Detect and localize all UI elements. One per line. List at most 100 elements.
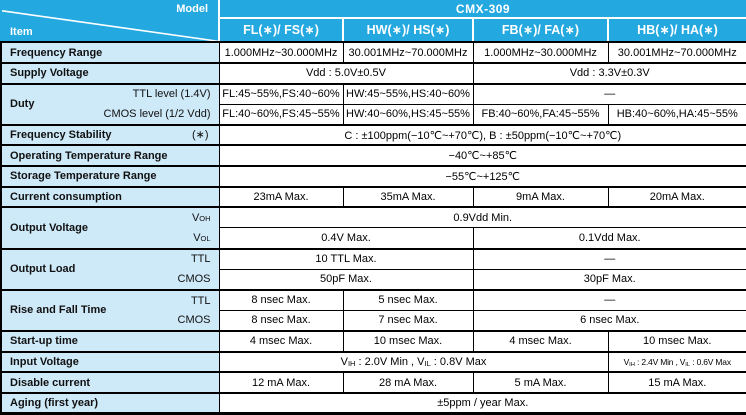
aging-value: ±5ppm / year Max. bbox=[218, 391, 746, 414]
duty-cmos-fb-fa: FB:40~60%,FA:45~55% bbox=[472, 103, 609, 126]
duty-ttl-fb-hb-dash: — bbox=[472, 82, 746, 105]
vol-value-5v: 0.4V Max. bbox=[218, 227, 474, 249]
column-header-fl-fs: FL(∗)/ FS(∗) bbox=[218, 16, 344, 44]
rise-fall-ttl-dash: — bbox=[472, 288, 746, 311]
startup-time-hw-hs: 10 msec Max. bbox=[342, 330, 474, 353]
row-aging: Aging (first year) ±5ppm / year Max. bbox=[0, 391, 746, 414]
frequency-range-label: Frequency Range bbox=[0, 41, 220, 64]
row-frequency-range: Frequency Range 1.000MHz~30.000MHz 30.00… bbox=[0, 41, 746, 64]
duty-ttl-sublabel: TTL level (1.4V) bbox=[132, 88, 211, 101]
disable-current-fl-fs: 12 mA Max. bbox=[218, 371, 344, 394]
startup-time-hb-ha: 10 msec Max. bbox=[607, 330, 746, 353]
rise-fall-cmos-sublabel: CMOS bbox=[177, 314, 211, 327]
duty-cmos-fl-fs: FL:40~60%,FS:45~55% bbox=[218, 103, 344, 126]
frequency-stability-value: C : ±100ppm(−10℃~+70℃), B : ±50ppm(−10℃~… bbox=[218, 123, 746, 146]
supply-voltage-label: Supply Voltage bbox=[0, 61, 220, 84]
column-header-hb-ha: HB(∗)/ HA(∗) bbox=[607, 16, 746, 44]
vol-value-3v3: 0.1Vdd Max. bbox=[472, 227, 746, 249]
output-load-cmos-sublabel: CMOS bbox=[177, 272, 211, 285]
row-startup-time: Start-up time 4 msec Max. 10 msec Max. 4… bbox=[0, 330, 746, 353]
duty-ttl-hw-hs: HW:45~55%,HS:40~60% bbox=[342, 82, 474, 105]
diagonal-divider bbox=[3, 10, 217, 41]
output-load-ttl-value: 10 TTL Max. bbox=[218, 247, 474, 270]
item-label: Item bbox=[10, 26, 33, 39]
header-row-series: FL(∗)/ FS(∗) HW(∗)/ HS(∗) FB(∗)/ FA(∗) H… bbox=[1, 16, 746, 44]
output-load-label-cell: Output Load TTL CMOS bbox=[0, 247, 220, 291]
row-rise-fall-ttl: Rise and Fall Time TTL CMOS 8 nsec Max. … bbox=[0, 288, 746, 332]
rise-fall-label: Rise and Fall Time bbox=[10, 304, 107, 317]
operating-temperature-value: −40℃~+85℃ bbox=[218, 144, 746, 167]
output-load-ttl-dash: — bbox=[472, 247, 746, 270]
row-output-load-cmos: 50pF Max. 30pF Max. bbox=[1, 268, 746, 291]
output-voltage-label: Output Voltage bbox=[10, 221, 89, 234]
rise-fall-ttl-sublabel: TTL bbox=[190, 294, 211, 307]
output-load-ttl-sublabel: TTL bbox=[190, 253, 211, 266]
rise-fall-cmos-fb-hb: 6 nsec Max. bbox=[472, 309, 746, 332]
duty-label: Duty bbox=[10, 98, 35, 111]
row-output-load-ttl: Output Load TTL CMOS 10 TTL Max. — bbox=[0, 247, 746, 291]
supply-voltage-5v: Vdd : 5.0V±0.5V bbox=[218, 61, 474, 84]
voh-sublabel: V OH bbox=[191, 212, 211, 225]
disable-current-fb-fa: 5 mA Max. bbox=[472, 371, 609, 394]
vol-sublabel: V OL bbox=[193, 231, 211, 244]
current-consumption-hw-hs: 35mA Max. bbox=[342, 185, 474, 208]
rise-fall-ttl-fl-fs: 8 nsec Max. bbox=[218, 288, 344, 311]
disable-current-hw-hs: 28 mA Max. bbox=[342, 371, 474, 394]
row-disable-current: Disable current 12 mA Max. 28 mA Max. 5 … bbox=[0, 371, 746, 394]
column-header-hw-hs: HW(∗)/ HS(∗) bbox=[342, 16, 474, 44]
disable-current-label: Disable current bbox=[0, 371, 220, 394]
frequency-stability-marker: (∗) bbox=[191, 129, 209, 142]
rise-fall-ttl-hw-hs: 5 nsec Max. bbox=[342, 288, 474, 311]
frequency-range-fb-fa: 1.000MHz~30.000MHz bbox=[472, 41, 609, 64]
duty-label-cell: Duty TTL level (1.4V) CMOS level (1/2 Vd… bbox=[0, 82, 220, 126]
column-header-fb-fa: FB(∗)/ FA(∗) bbox=[472, 16, 609, 44]
startup-time-fb-fa: 4 msec Max. bbox=[472, 330, 609, 353]
disable-current-hb-ha: 15 mA Max. bbox=[607, 371, 746, 394]
storage-temperature-value: −55℃~+125℃ bbox=[218, 165, 746, 188]
output-load-label: Output Load bbox=[10, 263, 76, 276]
rise-fall-label-cell: Rise and Fall Time TTL CMOS bbox=[0, 288, 220, 332]
supply-voltage-3v3: Vdd : 3.3V±0.3V bbox=[472, 61, 746, 84]
row-supply-voltage: Supply Voltage Vdd : 5.0V±0.5V Vdd : 3.3… bbox=[0, 61, 746, 84]
row-input-voltage: Input Voltage VIH : 2.0V Min , VIL : 0.8… bbox=[0, 350, 746, 373]
model-label: Model bbox=[176, 3, 208, 15]
row-operating-temperature: Operating Temperature Range −40℃~+85℃ bbox=[0, 144, 746, 167]
output-load-cmos-50pf: 50pF Max. bbox=[218, 268, 474, 291]
output-voltage-label-cell: Output Voltage V OH V OL bbox=[0, 206, 220, 250]
duty-ttl-fl-fs: FL:45~55%,FS:40~60% bbox=[218, 82, 344, 105]
frequency-stability-label: Frequency Stability bbox=[10, 129, 112, 142]
operating-temperature-label: Operating Temperature Range bbox=[0, 144, 220, 167]
current-consumption-fl-fs: 23mA Max. bbox=[218, 185, 344, 208]
duty-cmos-hw-hs: HW:40~60%,HS:45~55% bbox=[342, 103, 474, 126]
frequency-stability-label-cell: Frequency Stability (∗) bbox=[0, 123, 220, 146]
startup-time-fl-fs: 4 msec Max. bbox=[218, 330, 344, 353]
rise-fall-cmos-hw-hs: 7 nsec Max. bbox=[342, 309, 474, 332]
voh-value: 0.9Vdd Min. bbox=[218, 206, 746, 229]
row-output-voltage-voh: Output Voltage V OH V OL 0.9Vdd Min. bbox=[0, 206, 746, 250]
input-voltage-label: Input Voltage bbox=[0, 350, 220, 373]
header-row-model: Model Item CMX-309 bbox=[0, 0, 746, 44]
row-duty-ttl: Duty TTL level (1.4V) CMOS level (1/2 Vd… bbox=[0, 82, 746, 126]
duty-cmos-hb-ha: HB:40~60%,HA:45~55% bbox=[607, 103, 746, 126]
input-voltage-hb-ha: VIH : 2.4V Min , VIL : 0.6V Max bbox=[607, 350, 746, 373]
frequency-range-hw-hs: 30.001MHz~70.000MHz bbox=[342, 41, 474, 64]
row-frequency-stability: Frequency Stability (∗) C : ±100ppm(−10℃… bbox=[0, 123, 746, 146]
input-voltage-ttl-levels: VIH : 2.0V Min , VIL : 0.8V Max bbox=[218, 350, 609, 373]
current-consumption-hb-ha: 20mA Max. bbox=[607, 185, 746, 208]
row-current-consumption: Current consumption 23mA Max. 35mA Max. … bbox=[0, 185, 746, 208]
startup-time-label: Start-up time bbox=[0, 330, 220, 353]
rise-fall-cmos-fl-fs: 8 nsec Max. bbox=[218, 309, 344, 332]
frequency-range-fl-fs: 1.000MHz~30.000MHz bbox=[218, 41, 344, 64]
duty-cmos-sublabel: CMOS level (1/2 Vdd) bbox=[103, 107, 211, 120]
row-storage-temperature: Storage Temperature Range −55℃~+125℃ bbox=[0, 165, 746, 188]
output-load-cmos-30pf: 30pF Max. bbox=[472, 268, 746, 291]
frequency-range-hb-ha: 30.001MHz~70.000MHz bbox=[607, 41, 746, 64]
aging-label: Aging (first year) bbox=[0, 391, 220, 414]
storage-temperature-label: Storage Temperature Range bbox=[0, 165, 220, 188]
product-title: CMX-309 bbox=[218, 0, 746, 19]
current-consumption-label: Current consumption bbox=[0, 185, 220, 208]
model-item-diagonal-cell: Model Item bbox=[0, 0, 220, 44]
current-consumption-fb-fa: 9mA Max. bbox=[472, 185, 609, 208]
